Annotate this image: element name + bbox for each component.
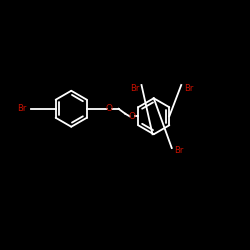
Text: Br: Br [18, 104, 27, 113]
Text: Br: Br [130, 84, 140, 93]
Text: O: O [128, 112, 136, 121]
Text: Br: Br [184, 84, 193, 93]
Text: Br: Br [174, 146, 183, 155]
Text: O: O [106, 104, 113, 113]
